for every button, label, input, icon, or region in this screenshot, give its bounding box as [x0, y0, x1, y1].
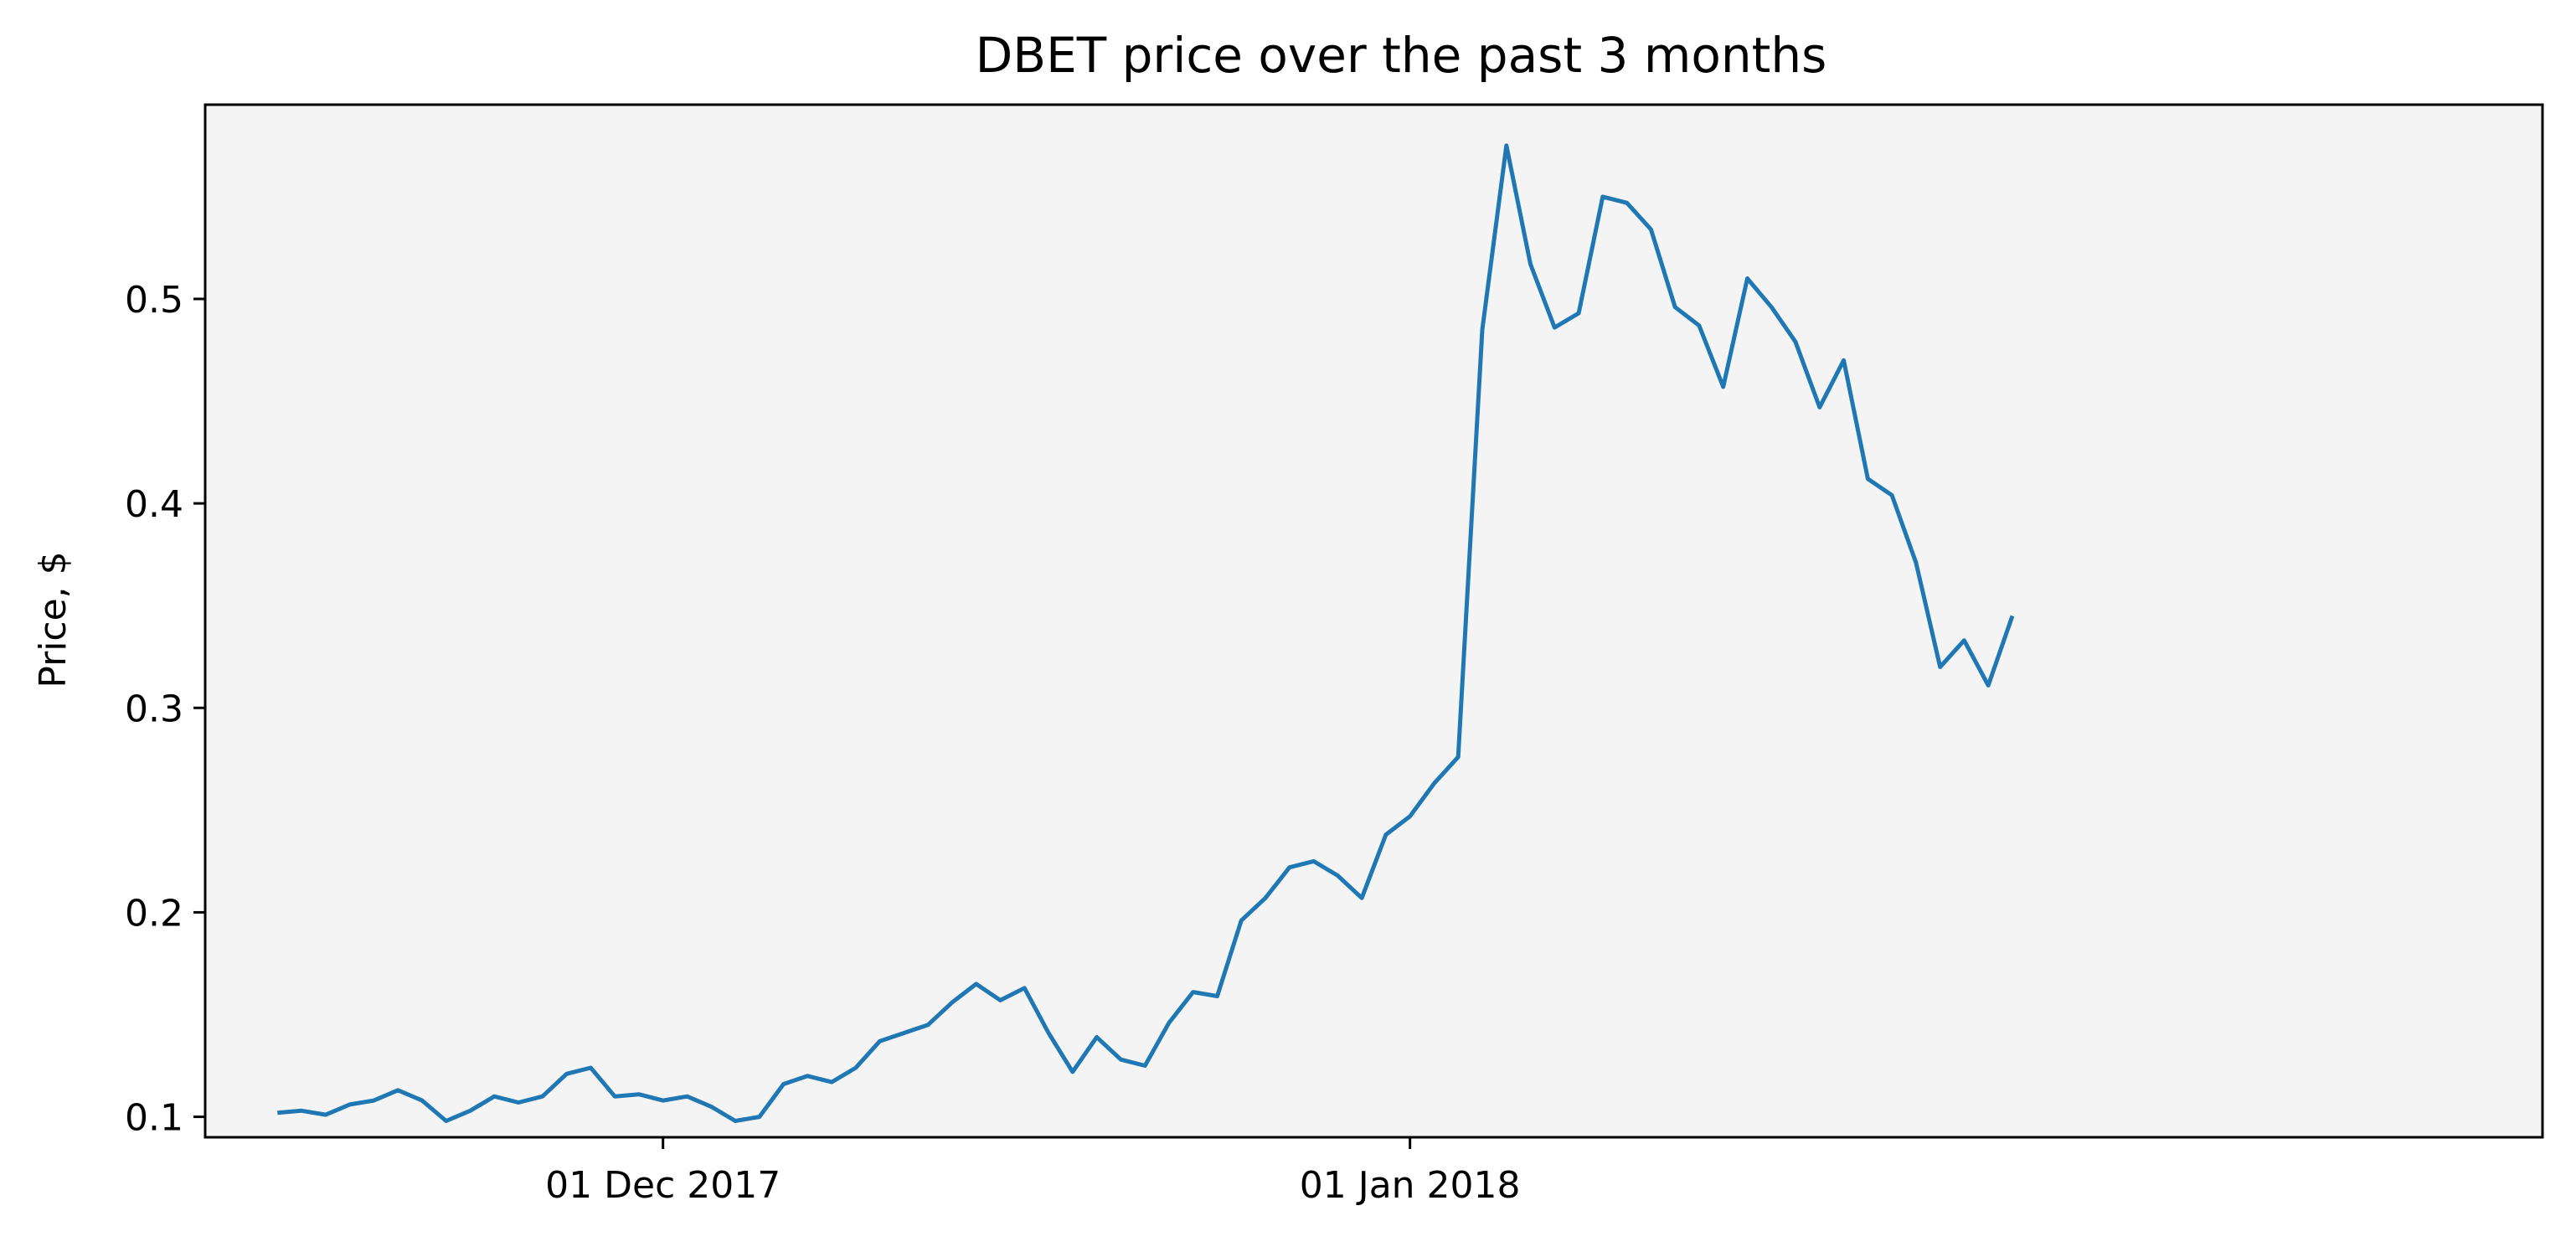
series-line: [277, 143, 2015, 1123]
series-group: [277, 143, 2015, 1123]
y-axis: 0.1 0.2 0.3 0.4 0.5: [125, 279, 205, 1140]
x-tick-label: 01 Dec 2017: [545, 1164, 781, 1207]
x-axis: 01 Dec 2017 01 Jan 2018: [545, 1137, 1521, 1207]
plot-frame: [204, 103, 2544, 1139]
y-tick-label: 0.3: [125, 688, 183, 730]
y-tick-label: 0.1: [125, 1097, 183, 1140]
y-tick-label: 0.2: [125, 892, 183, 935]
y-tick-label: 0.4: [125, 483, 183, 526]
y-axis-label: Price, $: [32, 551, 75, 688]
plot-area: [205, 105, 2543, 1137]
x-tick-label: 01 Jan 2018: [1300, 1164, 1521, 1207]
chart-title: DBET price over the past 3 months: [976, 27, 1827, 84]
y-tick-label: 0.5: [125, 279, 183, 322]
